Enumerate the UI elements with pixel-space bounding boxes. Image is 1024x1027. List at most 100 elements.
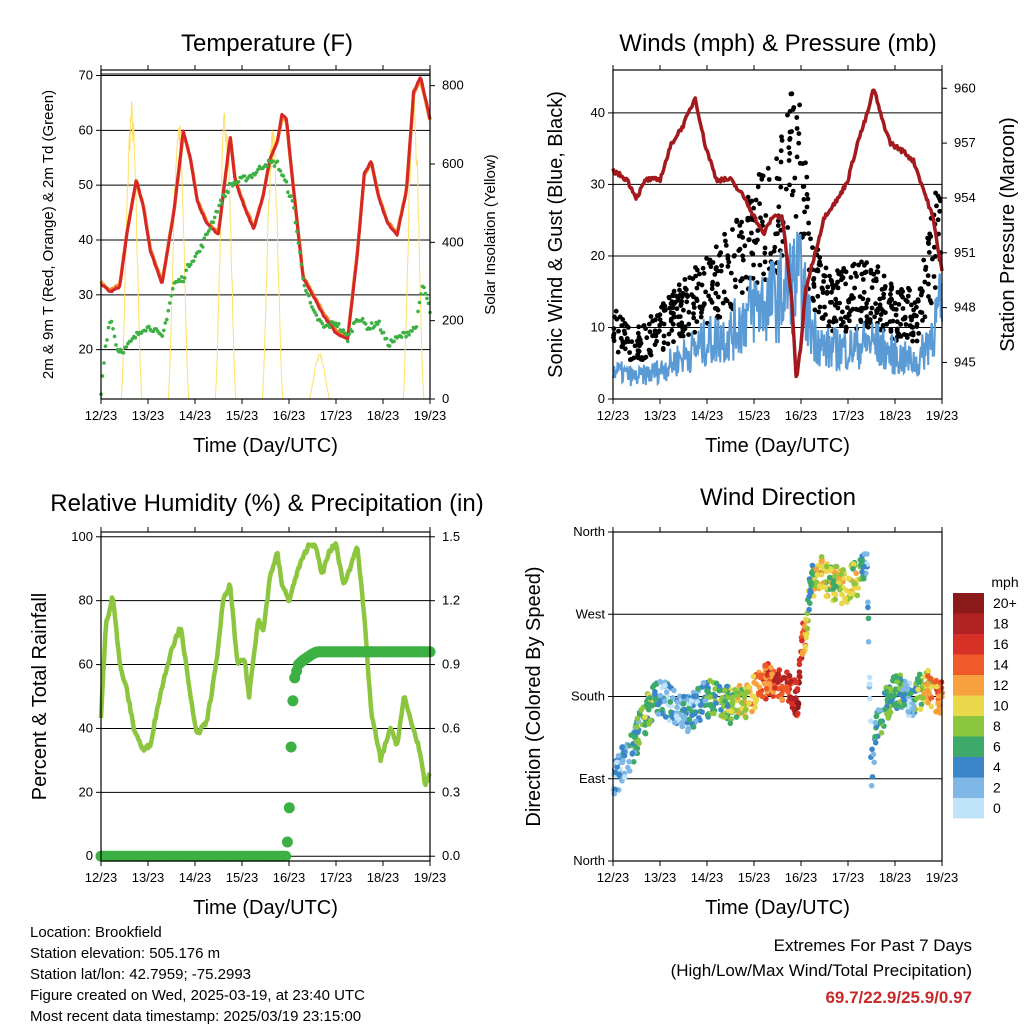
direction-point	[804, 625, 811, 632]
gust-point	[914, 313, 919, 319]
direction-point	[680, 701, 687, 707]
direction-point	[711, 710, 717, 717]
y-tick-label: 60	[79, 122, 93, 137]
extremes-values: 69.7/22.9/25.9/0.97	[825, 988, 972, 1007]
gust-point	[715, 313, 721, 319]
gust-point	[931, 274, 937, 279]
direction-point	[796, 669, 803, 675]
direction-point	[796, 661, 803, 668]
x-tick-label: 15/23	[226, 408, 259, 423]
solar-insolation-pulse	[167, 124, 190, 400]
dewpoint-point	[346, 339, 350, 344]
dewpoint-point	[402, 331, 407, 335]
gust-point	[838, 316, 844, 322]
gust-point	[922, 314, 928, 320]
direction-point	[867, 695, 873, 702]
direction-point	[626, 758, 632, 765]
legend-swatch	[953, 777, 984, 798]
direction-point	[916, 671, 923, 678]
gust-point	[758, 215, 763, 221]
y-tick-label: 30	[591, 176, 605, 191]
gust-point	[753, 197, 759, 203]
gust-point	[908, 314, 914, 320]
gust-point	[693, 265, 698, 270]
gust-point	[802, 231, 807, 237]
direction-point	[670, 695, 676, 701]
gust-point	[901, 316, 907, 322]
gust-point	[934, 203, 939, 209]
direction-point	[818, 571, 825, 578]
direction-point	[685, 725, 691, 732]
y-tick-label: 70	[79, 67, 93, 82]
gust-point	[677, 331, 682, 337]
plot-border	[612, 531, 943, 862]
gust-point	[793, 214, 799, 219]
x-tick-label: 15/23	[226, 870, 259, 885]
gust-point	[657, 317, 663, 322]
gust-point	[858, 317, 863, 323]
gust-point	[635, 330, 641, 336]
dewpoint-point	[182, 276, 187, 280]
gust-point	[723, 297, 729, 302]
gust-point	[730, 227, 735, 232]
direction-point	[681, 693, 687, 700]
gust-point	[734, 217, 740, 223]
gust-point	[804, 192, 810, 197]
gust-point	[910, 330, 916, 336]
dewpoint-point	[211, 220, 215, 224]
gust-point	[669, 328, 675, 333]
direction-point	[729, 700, 736, 707]
gust-point	[787, 137, 793, 143]
x-axis-label: Time (Day/UTC)	[193, 435, 338, 457]
y-axis-label: 2m & 9m T (Red, Orange) & 2m Td (Green)	[40, 90, 57, 379]
direction-point	[751, 694, 757, 700]
dewpoint-point	[144, 329, 148, 333]
dewpoint-point	[275, 159, 280, 164]
dewpoint-point	[217, 203, 221, 208]
gust-point	[697, 271, 702, 277]
direction-point	[861, 575, 867, 582]
gust-point	[811, 298, 816, 303]
direction-point	[699, 709, 705, 715]
gust-point	[665, 341, 671, 347]
gust-point	[827, 273, 832, 279]
gust-point	[874, 269, 880, 274]
y2-tick-label: 800	[442, 78, 464, 93]
gust-point	[643, 326, 648, 332]
gust-point	[893, 312, 899, 318]
gust-point	[805, 196, 811, 202]
dewpoint-point	[320, 321, 325, 326]
direction-point	[873, 713, 880, 720]
x-tick-label: 12/23	[597, 870, 630, 885]
gust-point	[829, 279, 835, 284]
gust-point	[785, 112, 790, 118]
direction-point	[915, 686, 921, 693]
gust-point	[811, 284, 817, 289]
direction-point	[909, 712, 916, 718]
gust-point	[881, 273, 887, 279]
direction-point	[634, 724, 640, 730]
y2-tick-label: 0.9	[442, 657, 460, 672]
legend-swatch	[953, 613, 984, 634]
gust-point	[765, 165, 771, 171]
direction-point	[757, 672, 764, 679]
gust-point	[779, 134, 784, 140]
gust-point	[773, 231, 778, 237]
direction-point	[869, 746, 875, 753]
direction-point	[925, 700, 931, 706]
direction-point	[749, 708, 755, 715]
dewpoint-point	[328, 325, 332, 330]
gust-point	[895, 289, 901, 295]
gust-point	[648, 314, 654, 319]
direction-point	[734, 692, 740, 699]
direction-point	[796, 657, 803, 663]
x-tick-label: 17/23	[832, 870, 865, 885]
dewpoint-point	[102, 361, 106, 365]
gust-point	[646, 321, 652, 327]
dewpoint-point	[423, 291, 428, 296]
direction-point	[919, 695, 926, 701]
gust-point	[778, 148, 784, 154]
direction-point	[631, 759, 637, 765]
gust-point	[832, 302, 838, 308]
gust-point	[786, 145, 792, 151]
